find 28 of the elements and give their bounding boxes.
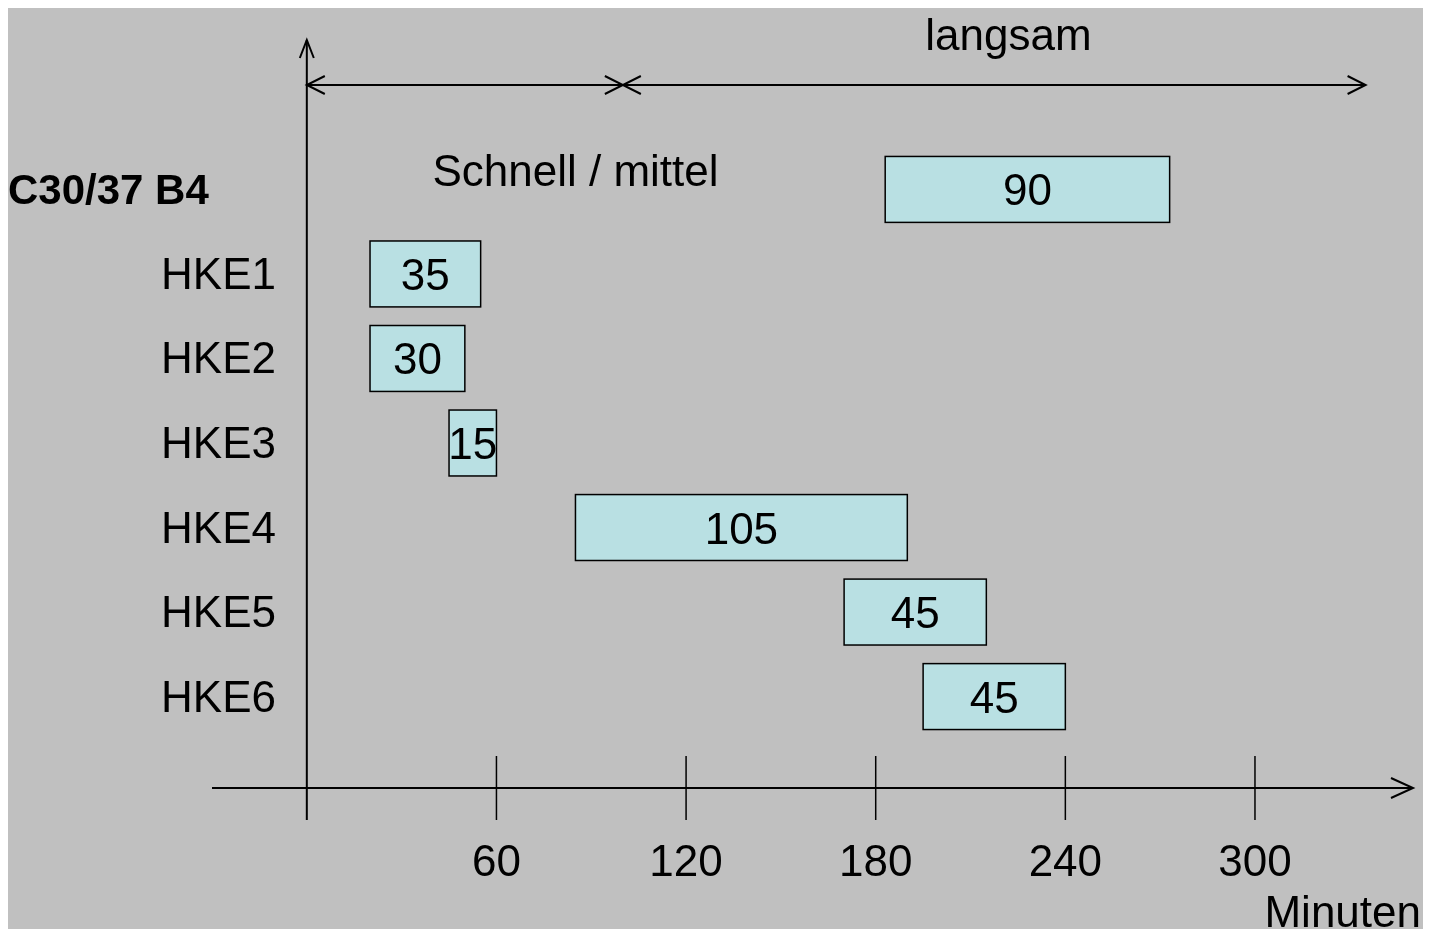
bar	[369, 324, 466, 393]
y-tick-label: HKE4	[161, 502, 276, 552]
annotation: Schnell / mittel	[432, 146, 719, 195]
bar	[574, 493, 909, 562]
y-tick-label: HKE5	[161, 587, 276, 637]
data-label: 45	[890, 588, 940, 638]
x-tick-label: 60	[471, 836, 521, 885]
y-tick-label: HKE6	[161, 671, 276, 721]
data-label: 45	[969, 672, 1019, 722]
bar	[369, 240, 482, 308]
y-tick-label: HKE2	[161, 333, 276, 383]
data-label: 90	[1002, 165, 1052, 215]
y-tick-label: HKE1	[161, 248, 276, 298]
y-tick-label: HKE3	[161, 418, 276, 467]
x-tick-label: 120	[649, 836, 723, 885]
data-label: 30	[392, 334, 442, 384]
x-tick-label: 300	[1218, 836, 1292, 885]
text: langsam	[925, 10, 1092, 59]
bar	[843, 578, 988, 646]
data-label: 35	[400, 249, 450, 299]
x-axis-title: Minuten	[1264, 887, 1421, 936]
bar	[884, 155, 1171, 224]
x-tick-label: 180	[839, 836, 913, 885]
y-tick-label: C30/37 B4	[8, 166, 210, 214]
data-label: 105	[704, 503, 779, 553]
bar	[922, 662, 1067, 731]
x-tick-label: 240	[1028, 836, 1103, 885]
data-label: 15	[448, 419, 498, 468]
